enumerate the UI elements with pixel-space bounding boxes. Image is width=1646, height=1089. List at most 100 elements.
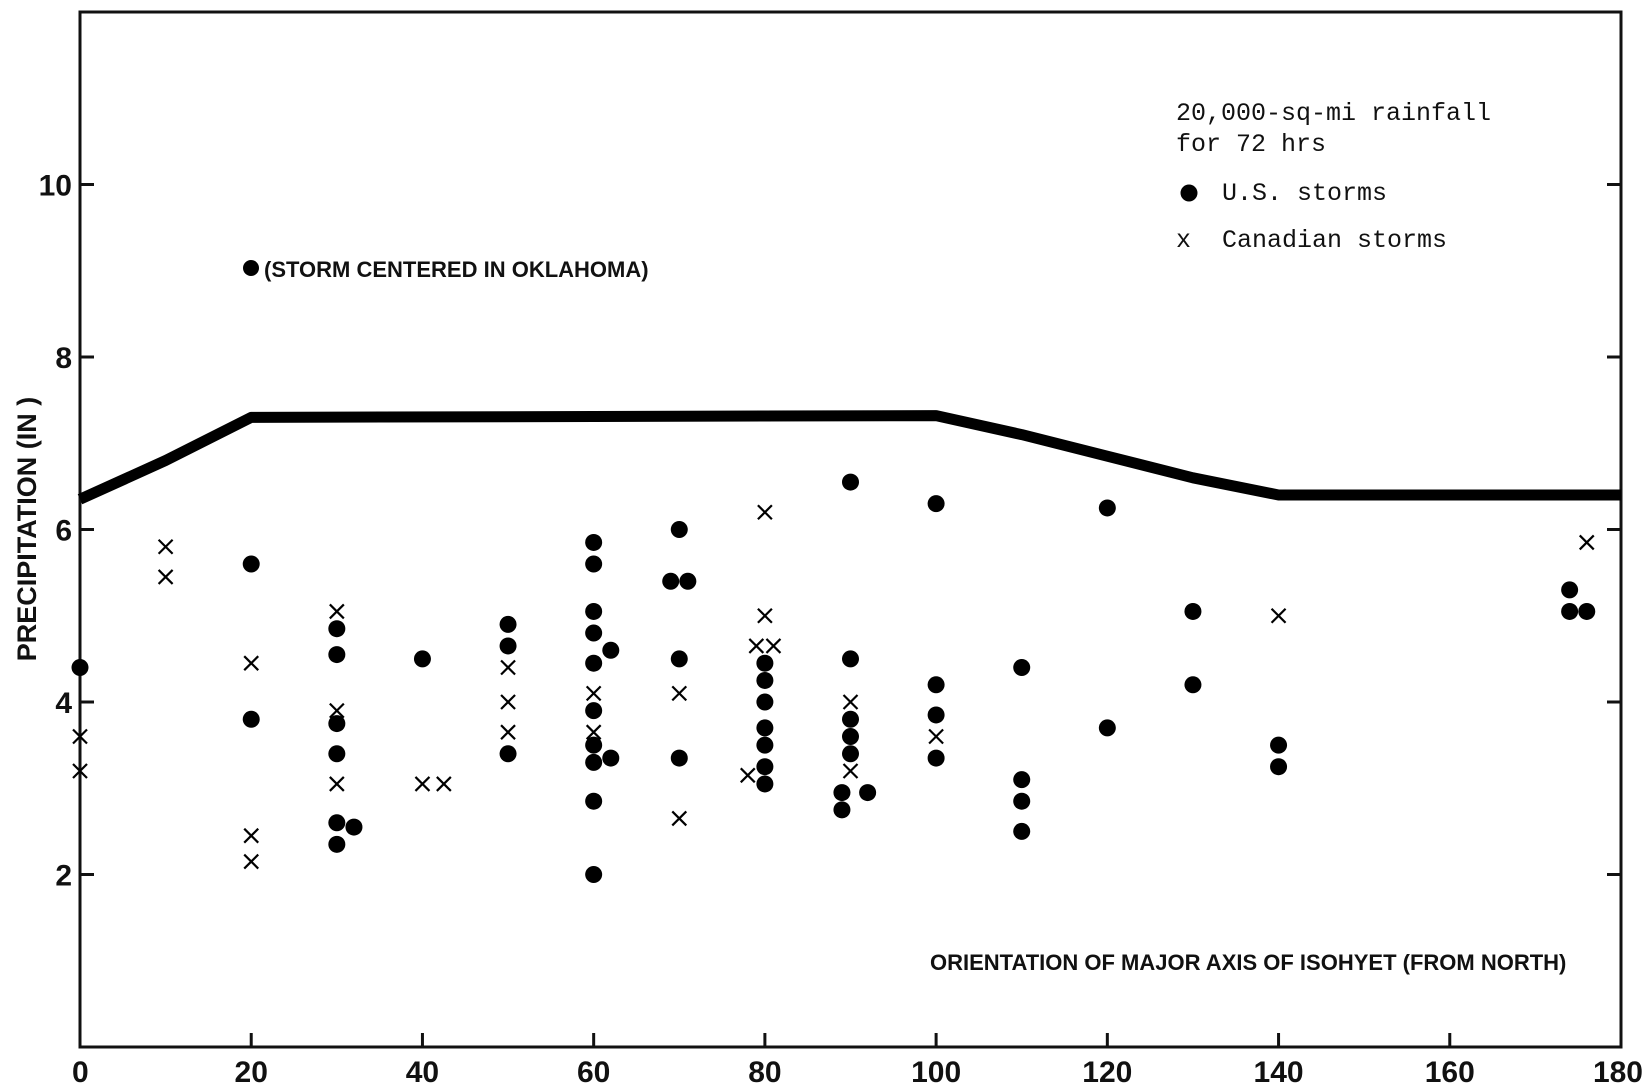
canadian-storm-point — [739, 767, 756, 784]
canadian-storm-point — [765, 638, 782, 654]
us-storm-point — [413, 650, 431, 668]
us-storm-point — [585, 736, 603, 754]
legend-us-dot-icon — [1180, 184, 1198, 202]
canadian-storm-point — [1270, 607, 1287, 624]
y-axis-label: PRECIPITATION (IN ) — [12, 397, 42, 662]
us-storm-point — [328, 646, 346, 664]
legend-us-label: U.S. storms — [1222, 179, 1387, 208]
x-axis-ticks: 0 20 40 60 80 100 120 140 160 180 — [72, 1033, 1643, 1089]
us-storm-point — [585, 602, 603, 620]
canadian-storm-point — [72, 763, 88, 779]
us-storm-point — [842, 710, 859, 728]
us-storm-point — [927, 706, 945, 724]
us-storm-point — [756, 758, 774, 776]
us-storm-point — [242, 710, 260, 728]
x-tick-label: 120 — [1082, 1056, 1132, 1089]
canadian-storm-point — [329, 776, 345, 792]
canadian-storm-point — [243, 853, 260, 870]
legend: 20,000-sq-mi rainfall for 72 hrs U.S. st… — [1176, 99, 1491, 255]
us-storm-point — [585, 792, 603, 810]
legend-canadian-x-icon: x — [1176, 226, 1191, 255]
us-storm-point — [927, 676, 945, 694]
canadian-storm-point — [748, 638, 765, 654]
us-storm-point — [670, 521, 688, 538]
us-storm-point — [71, 659, 89, 676]
us-storm-point — [499, 637, 517, 655]
x-axis-label: ORIENTATION OF MAJOR AXIS OF ISOHYET (FR… — [930, 950, 1566, 975]
us-storm-point — [842, 473, 859, 491]
x-tick-label: 20 — [235, 1056, 268, 1089]
canadian-storm-point — [671, 685, 688, 702]
us-storm-point — [927, 495, 945, 513]
us-storm-point — [345, 818, 363, 836]
us-storm-point — [1578, 602, 1596, 620]
canadian-storm-point — [757, 504, 773, 521]
canadian-storm-point — [671, 810, 688, 827]
us-storm-point — [670, 749, 688, 767]
us-storm-point — [756, 671, 774, 689]
envelope-curve — [77, 410, 1621, 505]
us-storm-point — [585, 702, 603, 720]
us-storm-point — [328, 620, 346, 638]
us-storm-point — [1013, 659, 1031, 676]
us-storm-point — [585, 624, 603, 642]
us-storm-point — [859, 784, 877, 802]
canadian-storm-point — [157, 569, 174, 585]
us-storm-point — [927, 749, 945, 767]
us-storm-point — [842, 650, 859, 668]
canadian-storm-point — [329, 702, 345, 719]
canadian-storm-point — [842, 763, 859, 779]
annotation-dot — [243, 260, 259, 276]
legend-title-line-2: for 72 hrs — [1176, 130, 1326, 159]
us-storm-point — [328, 835, 346, 853]
us-storm-point — [670, 650, 688, 668]
us-storm-point — [1270, 736, 1288, 754]
us-storm-point — [1184, 676, 1202, 694]
x-tick-label: 100 — [911, 1056, 961, 1089]
canadian-storm-point — [1578, 534, 1595, 551]
us-storm-point — [499, 745, 517, 763]
us-storm-point — [833, 801, 851, 819]
x-tick-label: 60 — [577, 1056, 610, 1089]
x-tick-label: 0 — [72, 1056, 89, 1089]
legend-canadian-label: Canadian storms — [1222, 226, 1447, 255]
us-storm-point — [1184, 602, 1202, 620]
us-storm-point — [842, 728, 859, 745]
us-storm-point — [602, 749, 620, 767]
y-tick-label: 8 — [55, 342, 72, 375]
us-storm-point — [756, 736, 774, 754]
x-tick-label: 40 — [406, 1056, 439, 1089]
plot-frame — [78, 10, 1623, 1049]
legend-title-line-1: 20,000-sq-mi rainfall — [1176, 99, 1491, 128]
y-tick-label: 6 — [55, 515, 72, 548]
y-axis-ticks: 2 4 6 8 10 — [39, 170, 1621, 893]
us-storm-point — [585, 555, 603, 573]
canadian-storm-point — [243, 827, 260, 844]
us-storm-point — [242, 555, 260, 573]
us-storm-point — [756, 719, 774, 737]
us-storm-point — [1013, 771, 1031, 789]
us-storm-point — [585, 654, 603, 672]
us-storm-point — [499, 615, 517, 633]
canadian-storm-point — [436, 776, 452, 792]
us-storm-point — [585, 866, 603, 883]
canadian-storm-point — [72, 728, 88, 745]
canadian-storm-point — [414, 776, 431, 792]
x-tick-label: 160 — [1425, 1056, 1475, 1089]
us-storm-point — [602, 641, 620, 659]
x-tick-label: 180 — [1593, 1056, 1643, 1089]
us-storm-point — [756, 654, 774, 672]
canadian-storm-points — [72, 504, 1595, 870]
us-storm-point — [328, 715, 346, 733]
us-storm-point — [1098, 719, 1116, 737]
us-storm-point — [756, 693, 774, 711]
us-storm-point — [1561, 581, 1579, 599]
canadian-storm-point — [585, 685, 602, 702]
us-storm-point — [679, 572, 697, 590]
us-storm-point — [662, 572, 680, 590]
x-tick-label: 140 — [1254, 1056, 1304, 1089]
us-storm-point — [585, 533, 603, 551]
us-storm-point — [756, 775, 774, 793]
us-storm-point — [585, 753, 603, 771]
